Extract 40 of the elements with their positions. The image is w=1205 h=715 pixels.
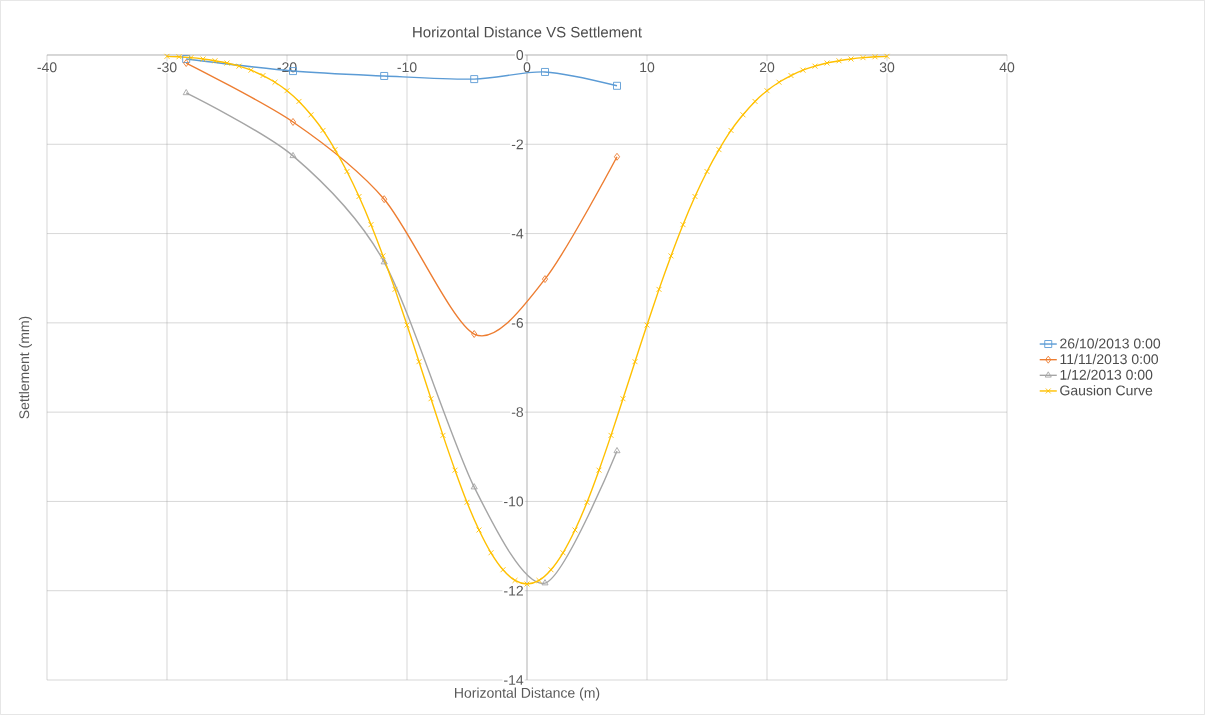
x-tick-label: 10 bbox=[640, 62, 655, 73]
point bbox=[380, 72, 389, 80]
legend-label: 1/12/2013 0:00 bbox=[1060, 369, 1153, 380]
point bbox=[289, 151, 297, 159]
point bbox=[541, 579, 549, 586]
y-axis-title: Settlement (mm) bbox=[18, 316, 32, 419]
y-tick-label: -2 bbox=[511, 139, 523, 150]
point bbox=[541, 68, 549, 76]
legend-label: 26/10/2013 0:00 bbox=[1060, 338, 1161, 349]
point bbox=[613, 447, 621, 454]
point bbox=[289, 118, 297, 126]
point bbox=[381, 195, 388, 204]
y-tick-label: -4 bbox=[511, 228, 524, 239]
point bbox=[182, 88, 190, 96]
x-tick-label: 30 bbox=[879, 62, 895, 73]
point bbox=[613, 81, 621, 90]
x-tick-label: -40 bbox=[37, 62, 57, 73]
legend-label: Gausion Curve bbox=[1060, 385, 1153, 396]
point bbox=[470, 483, 478, 490]
y-tick-label: -8 bbox=[511, 407, 524, 418]
point bbox=[380, 258, 388, 265]
x-tick-label: -10 bbox=[397, 62, 417, 73]
x-tick-label: 40 bbox=[999, 62, 1015, 73]
y-tick-label: -6 bbox=[511, 317, 524, 328]
y-tick-label: -12 bbox=[504, 585, 523, 596]
y-tick-label: -14 bbox=[504, 675, 524, 685]
y-tick-label: -10 bbox=[504, 496, 524, 507]
legend-label: 11/11/2013 0:00 bbox=[1060, 353, 1159, 365]
y-tick-label: 0 bbox=[516, 50, 524, 60]
x-axis-title: Horizontal Distance (m) bbox=[455, 687, 600, 701]
x-tick-label: 0 bbox=[523, 62, 531, 73]
point bbox=[183, 59, 190, 67]
point bbox=[541, 275, 549, 284]
x-tick-label: -30 bbox=[157, 62, 177, 73]
point bbox=[182, 55, 191, 63]
point bbox=[470, 75, 479, 84]
point bbox=[471, 330, 478, 338]
chart-title: Horizontal Distance VS Settlement bbox=[413, 26, 642, 38]
point bbox=[613, 152, 621, 161]
x-tick-label: 20 bbox=[759, 62, 775, 73]
